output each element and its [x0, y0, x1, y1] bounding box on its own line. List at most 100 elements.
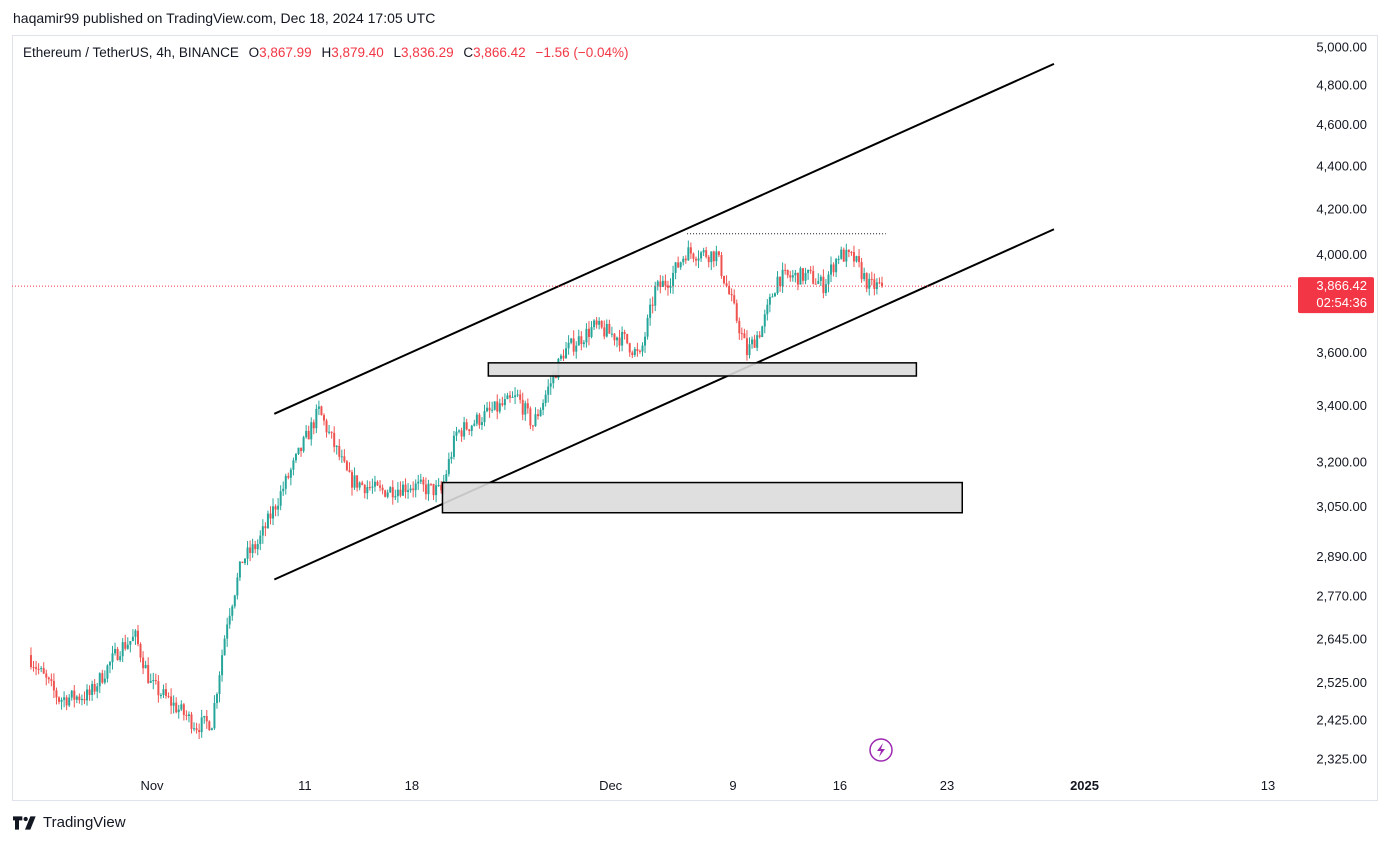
candle-body — [493, 401, 496, 410]
candle-body — [531, 425, 534, 427]
last-price-badge — [1298, 277, 1374, 314]
candle-body — [218, 675, 221, 694]
candle-body — [170, 696, 173, 706]
support-zone-2[interactable] — [441, 481, 963, 514]
candle-body — [633, 349, 636, 356]
candle-body — [203, 716, 206, 718]
candle-body — [215, 693, 218, 704]
candle-body — [131, 636, 134, 642]
candle-body — [830, 264, 833, 275]
candle-body — [621, 332, 624, 346]
candle-body — [626, 333, 629, 344]
candle-body — [644, 336, 647, 346]
candle-body — [386, 492, 389, 497]
price-tick-label: 2,325.00 — [1316, 752, 1367, 767]
candle-body — [677, 262, 680, 268]
candle-body — [322, 415, 325, 421]
candle-body — [330, 431, 333, 433]
candle-body — [880, 282, 883, 287]
candle-body — [401, 484, 404, 496]
price-tick-label: 2,525.00 — [1316, 675, 1367, 690]
legend-open-key: O — [248, 45, 260, 60]
candle-body — [807, 269, 810, 273]
candle-body — [129, 641, 132, 645]
candle-body — [679, 262, 682, 268]
candle-body — [506, 395, 509, 400]
candle-body — [136, 630, 139, 645]
candle-body — [802, 268, 804, 281]
candle-body — [70, 690, 73, 698]
candle-body — [460, 430, 463, 437]
candle-body — [475, 414, 478, 424]
candle-body — [414, 483, 417, 491]
candle-body — [236, 577, 239, 596]
candle-body — [837, 258, 840, 260]
candle-body — [52, 680, 55, 691]
candle-body — [190, 714, 193, 729]
candle-body — [284, 475, 287, 489]
candle-body — [687, 247, 690, 261]
candle-body — [226, 624, 229, 639]
candle-body — [638, 351, 641, 353]
channel-lower-line[interactable] — [273, 228, 1055, 581]
lightning-icon[interactable] — [869, 738, 893, 762]
candle-body — [715, 251, 718, 262]
candle-body — [598, 320, 601, 325]
candle-body — [407, 490, 410, 492]
candle-body — [427, 483, 430, 495]
candle-body — [254, 544, 257, 550]
candle-body — [340, 456, 343, 458]
legend-low-value: 3,836.29 — [401, 45, 454, 60]
candle-body — [516, 394, 519, 396]
candle-body — [659, 281, 662, 288]
time-tick-label: 13 — [1261, 778, 1275, 793]
candle-body — [669, 286, 672, 288]
candle-body — [435, 485, 438, 496]
candle-body — [277, 505, 280, 510]
candle-body — [40, 668, 43, 670]
candle-body — [766, 304, 769, 315]
candle-body — [147, 664, 150, 683]
candle-body — [720, 255, 723, 276]
candle-body — [210, 728, 213, 731]
candle-body — [200, 717, 203, 733]
candle-body — [465, 422, 468, 430]
candle-body — [684, 258, 687, 261]
candle-body — [159, 695, 162, 697]
candle-body — [325, 420, 328, 433]
candle-body — [363, 484, 366, 494]
chart-frame[interactable] — [12, 35, 1378, 801]
candle-body — [761, 326, 764, 337]
candle-body — [498, 403, 501, 412]
candle-body — [269, 513, 272, 519]
price-tick-label: 4,400.00 — [1316, 158, 1367, 173]
candle-body — [753, 339, 756, 348]
last-price-layer: 3,866.42 02:54:36 — [12, 277, 1374, 314]
candle-body — [167, 695, 170, 697]
candle-body — [835, 258, 838, 273]
candle-body — [351, 472, 354, 488]
candle-body — [870, 278, 873, 280]
drawings-layer — [273, 62, 1055, 762]
candle-body — [37, 668, 40, 670]
candle-body — [259, 535, 262, 545]
candle-body — [60, 699, 63, 702]
candle-body — [692, 253, 695, 259]
candle-body — [758, 335, 761, 337]
candle-body — [661, 280, 664, 288]
candle-body — [114, 648, 117, 654]
support-zone-1[interactable] — [487, 362, 918, 377]
tradingview-logo-icon — [13, 815, 36, 830]
candle-body — [241, 561, 244, 564]
candle-body — [491, 409, 494, 411]
candle-body — [697, 258, 700, 261]
time-tick-label: 23 — [940, 778, 954, 793]
candle-body — [35, 667, 38, 669]
candle-body — [274, 506, 277, 510]
candle-body — [794, 272, 797, 276]
candle-body — [768, 296, 771, 305]
channel-upper-line[interactable] — [273, 62, 1055, 415]
tradingview-footer[interactable]: TradingView — [13, 814, 126, 831]
candle-body — [264, 526, 267, 529]
